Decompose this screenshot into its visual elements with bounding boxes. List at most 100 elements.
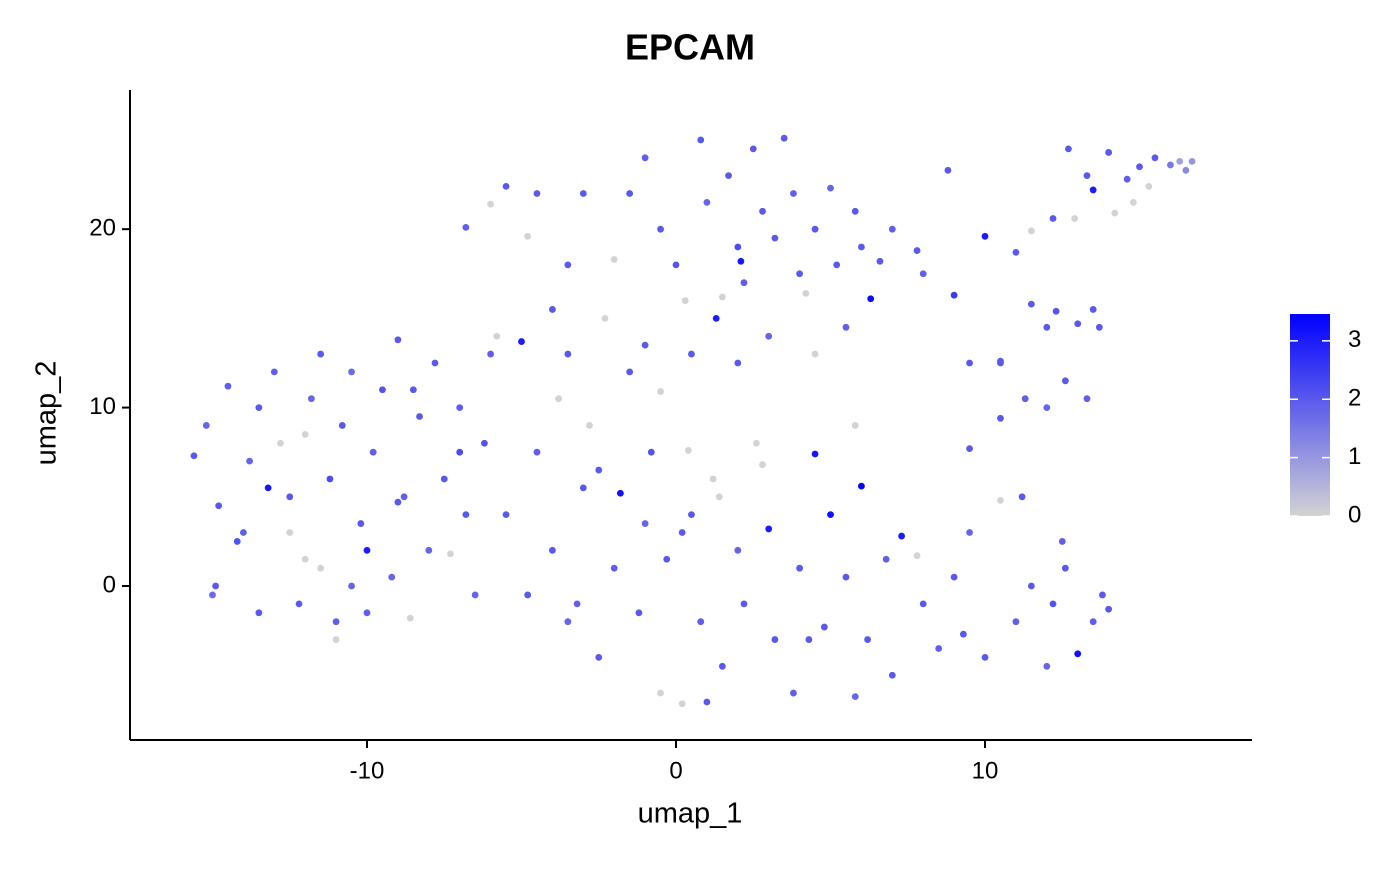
point [641, 520, 649, 527]
point [270, 368, 278, 376]
point [1176, 157, 1184, 165]
point [246, 457, 253, 465]
point [641, 341, 649, 349]
point [447, 550, 454, 558]
point [790, 190, 797, 197]
point [190, 452, 198, 460]
point [697, 136, 705, 144]
point [672, 261, 680, 269]
point [1074, 650, 1082, 658]
point [1089, 306, 1097, 313]
point [1027, 582, 1035, 590]
point [307, 395, 315, 403]
point [858, 482, 865, 490]
point [811, 450, 819, 458]
point [681, 297, 689, 304]
point [406, 614, 414, 622]
point [749, 145, 757, 153]
point [805, 636, 813, 643]
point [1188, 157, 1196, 165]
point [1167, 161, 1174, 169]
point [1099, 591, 1106, 599]
point [1136, 163, 1143, 171]
point [635, 609, 643, 617]
point [771, 636, 779, 643]
point [657, 388, 664, 395]
point [966, 359, 973, 367]
point [1123, 175, 1131, 183]
point [898, 532, 905, 540]
point [740, 600, 748, 608]
point [215, 502, 223, 510]
y-tick-label: 20 [89, 215, 116, 242]
point [610, 256, 618, 263]
point [456, 404, 464, 411]
point [524, 232, 532, 240]
point [796, 270, 804, 278]
point [790, 689, 797, 697]
point [919, 270, 927, 278]
point [718, 293, 726, 301]
point [1043, 404, 1051, 411]
point [255, 404, 263, 411]
colorbar-tick-label: 3 [1348, 326, 1361, 353]
point [487, 350, 495, 358]
point [851, 422, 859, 429]
point [1018, 493, 1026, 501]
point [820, 623, 828, 631]
point [524, 591, 532, 599]
point [1027, 227, 1035, 235]
point [555, 395, 562, 403]
point [462, 511, 470, 519]
point [981, 232, 989, 240]
point [462, 223, 470, 231]
point [919, 600, 927, 608]
point [564, 350, 572, 358]
point [233, 538, 241, 545]
x-tick-label: -10 [350, 757, 385, 784]
point [1089, 618, 1097, 626]
point [277, 439, 284, 447]
point [1052, 307, 1060, 315]
point [209, 591, 216, 599]
point [487, 200, 495, 208]
point [1058, 538, 1066, 545]
point [715, 493, 723, 501]
point [765, 525, 773, 533]
point [1071, 215, 1079, 222]
point [811, 350, 819, 358]
point [481, 439, 488, 447]
point [944, 166, 952, 174]
point [737, 257, 745, 265]
point [616, 489, 624, 497]
point [771, 234, 779, 242]
point [842, 323, 850, 331]
point [718, 662, 726, 670]
chart-title: EPCAM [625, 27, 755, 68]
point [734, 243, 742, 251]
point [1182, 166, 1190, 174]
point [431, 359, 439, 367]
point [959, 630, 967, 638]
colorbar [1290, 314, 1330, 516]
point [851, 693, 859, 701]
point [394, 336, 402, 344]
point [240, 529, 247, 536]
point [1027, 300, 1035, 308]
point [647, 448, 655, 456]
point [332, 636, 340, 643]
point [363, 546, 371, 554]
point [1012, 248, 1020, 256]
point [610, 564, 618, 572]
y-tick-label: 0 [103, 571, 116, 598]
point [255, 609, 263, 617]
point [348, 368, 355, 376]
point [579, 190, 587, 197]
point [950, 573, 958, 581]
point [1065, 145, 1072, 153]
point [864, 636, 871, 643]
point [697, 618, 705, 626]
point [502, 511, 510, 519]
point [1049, 600, 1057, 608]
